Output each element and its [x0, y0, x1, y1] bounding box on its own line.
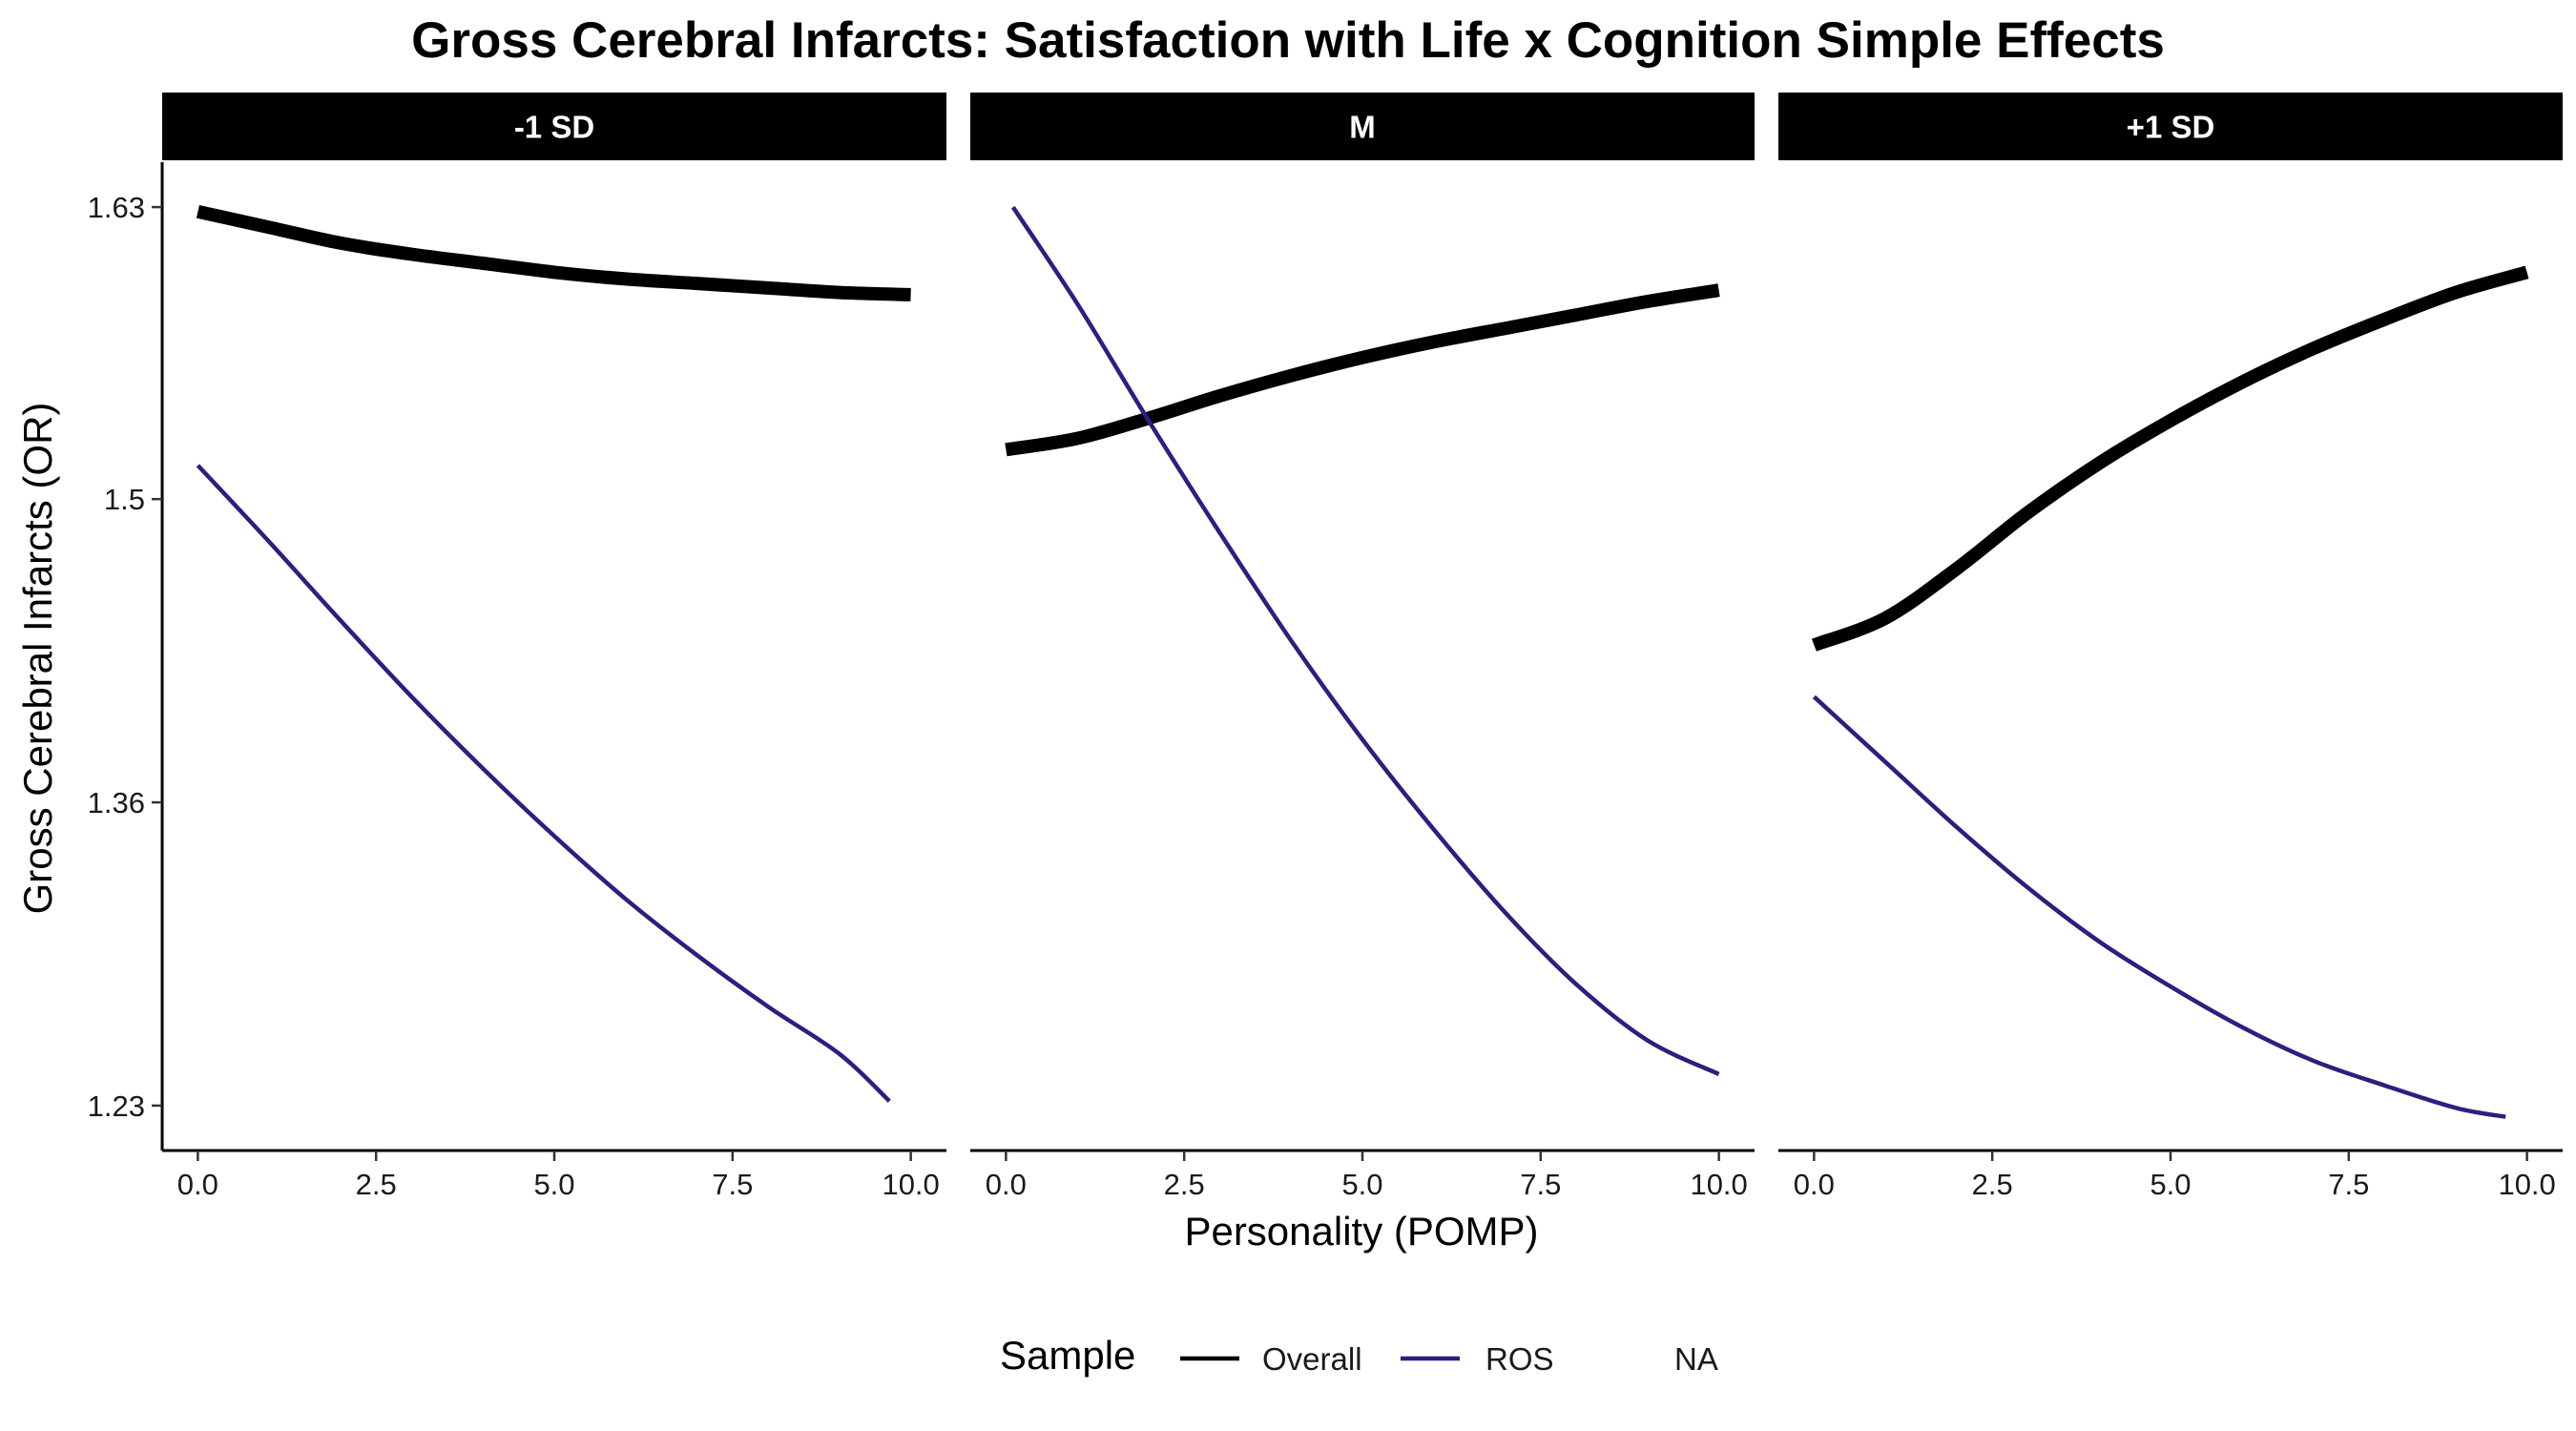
panel-strip-label: M — [1349, 110, 1376, 145]
legend-title: Sample — [1000, 1333, 1135, 1378]
y-axis-title: Gross Cerebral Infarcts (OR) — [15, 403, 60, 915]
legend-label-ros: ROS — [1485, 1341, 1554, 1377]
y-tick-label: 1.63 — [88, 191, 145, 224]
legend-label-na: NA — [1674, 1341, 1718, 1377]
series-line-ros — [1010, 205, 1720, 1076]
x-tick-label: 0.0 — [986, 1168, 1027, 1201]
series-line-overall — [196, 204, 911, 301]
panel-strip-label: +1 SD — [2127, 110, 2215, 145]
x-tick-label: 2.5 — [356, 1168, 397, 1201]
x-tick-label: 10.0 — [1690, 1168, 1747, 1201]
x-tick-label: 5.0 — [2150, 1168, 2191, 1201]
panel-0: -1 SD 0.0 2.5 5.0 7.5 10.0 1.23 1.36 1.5 1.63 — [88, 93, 946, 1201]
y-tick-label: 1.23 — [88, 1089, 145, 1123]
y-tick-label: 1.36 — [88, 786, 145, 819]
x-tick-label: 2.5 — [1972, 1168, 2013, 1201]
legend: Sample Overall ROS NA — [1000, 1333, 1718, 1378]
x-tick-label: 10.0 — [2498, 1168, 2555, 1201]
series-line-overall — [1811, 265, 2529, 652]
x-tick-label: 0.0 — [1794, 1168, 1835, 1201]
panel-strip-label: -1 SD — [514, 110, 594, 145]
x-tick-label: 7.5 — [1520, 1168, 1561, 1201]
panel-strip — [970, 93, 1755, 160]
series-line-ros — [1812, 695, 2506, 1119]
x-tick-label: 0.0 — [177, 1168, 218, 1201]
legend-label-overall: Overall — [1262, 1341, 1362, 1377]
x-tick-label: 7.5 — [712, 1168, 753, 1201]
x-tick-label: 10.0 — [882, 1168, 939, 1201]
y-tick-label: 1.5 — [104, 483, 145, 516]
x-tick-label: 5.0 — [533, 1168, 574, 1201]
chart-title: Gross Cerebral Infarcts: Satisfaction wi… — [411, 12, 2165, 69]
panel-2: +1 SD 0.0 2.5 5.0 7.5 10.0 — [1778, 93, 2563, 1201]
series-line-overall — [1005, 283, 1720, 457]
panel-strip — [162, 93, 946, 160]
panels-layer: -1 SD 0.0 2.5 5.0 7.5 10.0 1.23 1.36 1.5 1.63 M 0.0… — [88, 93, 2563, 1201]
x-tick-label: 2.5 — [1164, 1168, 1205, 1201]
x-axis-title: Personality (POMP) — [1184, 1209, 1538, 1254]
panel-1: M 0.0 2.5 5.0 7.5 10.0 — [970, 93, 1755, 1201]
series-line-ros — [196, 464, 891, 1103]
x-tick-label: 7.5 — [2328, 1168, 2369, 1201]
x-tick-label: 5.0 — [1341, 1168, 1382, 1201]
panel-strip — [1778, 93, 2563, 160]
